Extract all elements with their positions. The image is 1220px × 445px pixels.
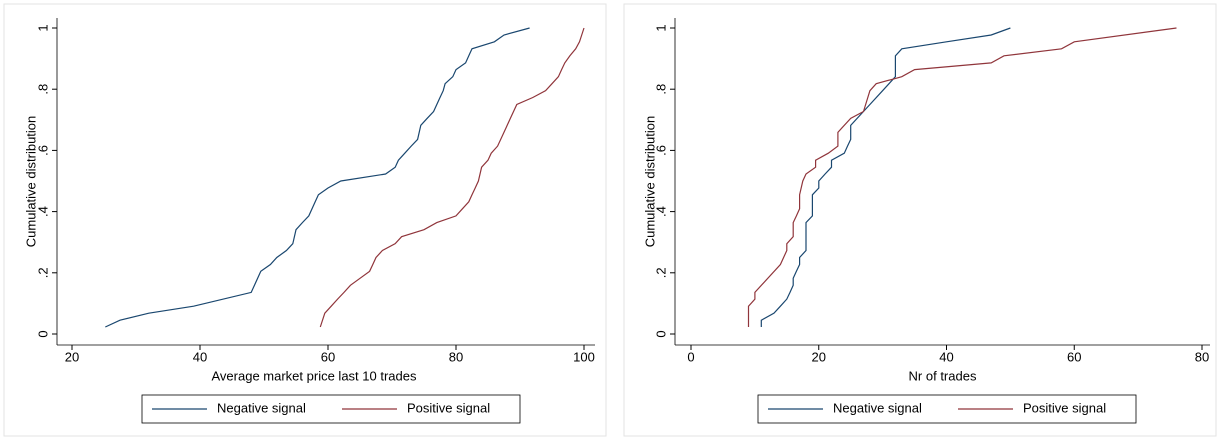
x-tick-label: 60 bbox=[321, 349, 335, 364]
y-tick-label: .8 bbox=[653, 84, 668, 95]
y-tick-label: .8 bbox=[35, 84, 50, 95]
x-tick-label: 60 bbox=[1067, 349, 1081, 364]
y-tick-label: 0 bbox=[35, 330, 50, 337]
y-axis-label: Cumulative distribution bbox=[642, 116, 657, 248]
legend-label: Negative signal bbox=[833, 400, 922, 415]
y-tick-label: 0 bbox=[653, 330, 668, 337]
y-tick-label: 1 bbox=[653, 24, 668, 31]
y-tick-label: .2 bbox=[35, 267, 50, 278]
line-series bbox=[747, 27, 1177, 327]
x-axis-label: Nr of trades bbox=[909, 368, 977, 383]
y-tick-label: .6 bbox=[653, 145, 668, 156]
legend-label: Positive signal bbox=[407, 400, 490, 415]
line-series bbox=[105, 27, 530, 328]
x-tick-label: 0 bbox=[687, 349, 694, 364]
legend-label: Negative signal bbox=[217, 400, 306, 415]
y-tick-label: .6 bbox=[35, 145, 50, 156]
y-tick-label: .4 bbox=[35, 206, 50, 217]
x-tick-label: 80 bbox=[1195, 349, 1209, 364]
legend-label: Positive signal bbox=[1023, 400, 1106, 415]
x-tick-label: 40 bbox=[193, 349, 207, 364]
y-tick-label: .4 bbox=[653, 206, 668, 217]
line-series bbox=[319, 27, 585, 328]
x-tick-label: 40 bbox=[939, 349, 953, 364]
panel bbox=[623, 3, 1217, 437]
x-tick-label: 20 bbox=[65, 349, 79, 364]
y-tick-label: 1 bbox=[35, 24, 50, 31]
x-tick-label: 100 bbox=[573, 349, 595, 364]
y-tick-label: .2 bbox=[653, 267, 668, 278]
x-tick-label: 80 bbox=[449, 349, 463, 364]
y-axis-label: Cumulative distribution bbox=[23, 116, 38, 248]
x-tick-label: 20 bbox=[812, 349, 826, 364]
x-axis-label: Average market price last 10 trades bbox=[212, 368, 417, 383]
line-series bbox=[760, 27, 1011, 327]
